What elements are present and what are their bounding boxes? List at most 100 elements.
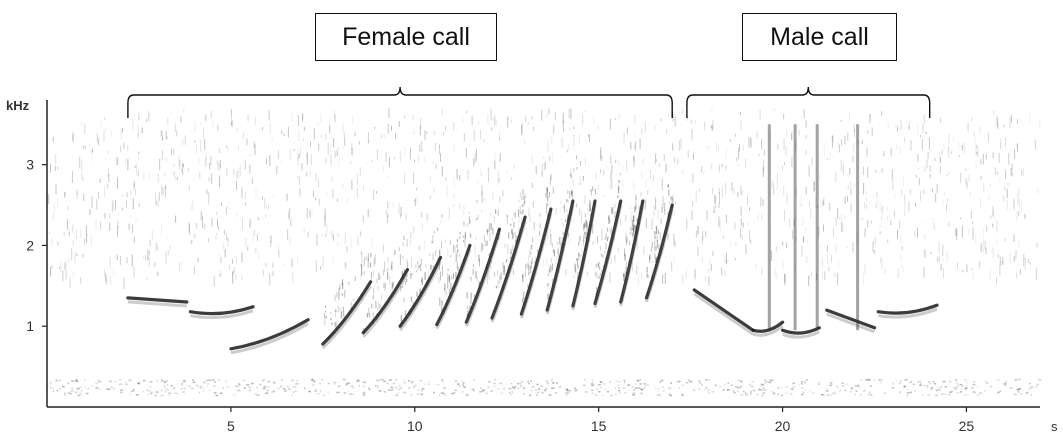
- noise-speck: [602, 265, 604, 269]
- noise-speck: [626, 127, 628, 134]
- noise-speck: [398, 121, 400, 127]
- noise-speck: [525, 115, 527, 122]
- noise-speck: [105, 273, 107, 285]
- noise-speck: [371, 237, 373, 248]
- noise-speck: [640, 388, 642, 390]
- noise-speck: [311, 379, 313, 381]
- noise-speck: [805, 149, 807, 156]
- noise-speck: [411, 381, 414, 383]
- noise-speck: [881, 258, 883, 270]
- noise-speck: [440, 392, 444, 394]
- noise-speck: [899, 382, 901, 385]
- noise-speck: [761, 139, 763, 150]
- noise-speck: [246, 138, 248, 146]
- noise-speck: [633, 181, 635, 190]
- noise-speck: [519, 383, 522, 385]
- noise-speck: [721, 163, 723, 168]
- noise-speck: [847, 173, 849, 178]
- noise-speck: [265, 392, 269, 394]
- noise-speck: [923, 114, 925, 124]
- noise-speck: [752, 389, 756, 392]
- noise-speck: [238, 167, 240, 178]
- noise-speck: [143, 170, 145, 181]
- noise-speck: [689, 381, 693, 383]
- noise-speck: [74, 380, 77, 382]
- noise-speck: [104, 213, 106, 219]
- noise-speck: [625, 233, 627, 241]
- noise-speck: [579, 208, 580, 216]
- noise-speck: [721, 207, 723, 210]
- noise-speck: [387, 256, 389, 263]
- noise-speck: [562, 112, 564, 124]
- noise-speck: [452, 245, 454, 253]
- noise-speck: [291, 394, 293, 397]
- noise-speck: [225, 206, 227, 214]
- noise-speck: [832, 392, 835, 394]
- noise-speck: [196, 144, 197, 155]
- noise-speck: [50, 267, 51, 277]
- noise-speck: [656, 159, 657, 162]
- noise-speck: [734, 221, 736, 230]
- noise-speck: [565, 392, 569, 394]
- noise-speck: [695, 119, 697, 124]
- noise-speck: [510, 120, 512, 123]
- noise-speck: [361, 263, 363, 275]
- noise-speck: [581, 211, 583, 223]
- noise-speck: [269, 155, 271, 166]
- noise-speck: [535, 166, 537, 175]
- noise-speck: [417, 389, 420, 391]
- noise-speck: [985, 247, 987, 254]
- noise-speck: [601, 229, 603, 241]
- noise-speck: [453, 122, 455, 131]
- noise-speck: [1018, 188, 1020, 195]
- noise-speck: [529, 394, 532, 397]
- noise-speck: [418, 144, 420, 153]
- noise-speck: [346, 382, 350, 385]
- noise-speck: [857, 384, 859, 386]
- noise-speck: [368, 141, 369, 144]
- noise-speck: [204, 139, 206, 150]
- noise-speck: [1005, 381, 1007, 383]
- noise-speck: [329, 124, 331, 134]
- noise-speck: [454, 245, 456, 252]
- noise-speck: [131, 390, 134, 393]
- noise-speck: [733, 391, 736, 394]
- noise-speck: [645, 201, 647, 206]
- noise-speck: [697, 246, 699, 257]
- female-note-6: [398, 227, 443, 332]
- noise-speck: [410, 239, 412, 245]
- noise-speck: [520, 385, 523, 387]
- noise-speck: [566, 388, 568, 390]
- noise-speck: [207, 385, 209, 388]
- noise-speck: [85, 225, 87, 236]
- noise-speck: [718, 202, 720, 208]
- noise-speck: [318, 198, 320, 206]
- noise-speck: [607, 391, 610, 393]
- noise-speck: [710, 125, 712, 129]
- noise-speck: [840, 119, 842, 122]
- noise-speck: [861, 140, 863, 145]
- noise-speck: [954, 388, 958, 390]
- noise-speck: [191, 240, 193, 245]
- noise-speck: [996, 379, 1000, 381]
- noise-speck: [760, 383, 764, 385]
- noise-speck: [740, 120, 742, 130]
- noise-speck: [771, 390, 774, 393]
- noise-speck: [900, 119, 902, 131]
- noise-speck: [892, 382, 895, 385]
- noise-speck: [294, 383, 297, 385]
- noise-speck: [992, 247, 994, 259]
- noise-speck: [354, 276, 356, 282]
- noise-speck: [413, 384, 417, 387]
- noise-speck: [850, 391, 852, 393]
- noise-speck: [210, 155, 212, 166]
- noise-speck: [181, 383, 183, 386]
- noise-speck: [52, 136, 54, 142]
- noise-speck: [777, 387, 780, 389]
- noise-speck: [554, 111, 556, 120]
- noise-speck: [591, 382, 593, 384]
- noise-speck: [543, 161, 545, 170]
- noise-speck: [306, 151, 308, 159]
- noise-speck: [227, 147, 229, 152]
- noise-speck: [69, 277, 71, 289]
